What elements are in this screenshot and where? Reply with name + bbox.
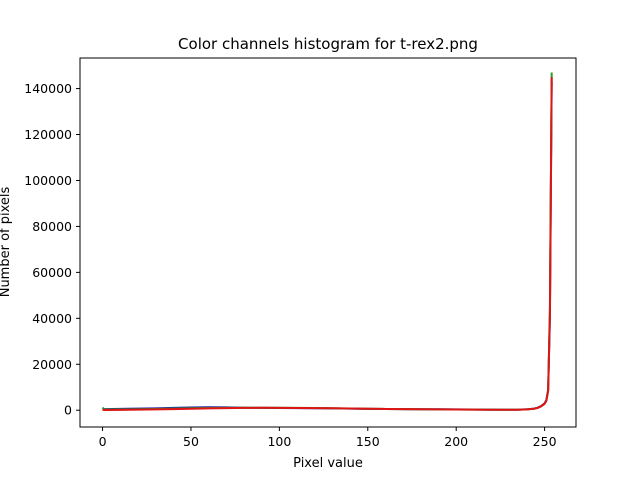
x-axis: 0 50 100 150 200 250	[99, 427, 557, 449]
x-tick-label-0: 0	[99, 434, 107, 449]
y-tick-label-4: 80000	[32, 219, 72, 234]
y-tick-label-2: 40000	[32, 311, 72, 326]
y-tick-label-5: 100000	[24, 173, 72, 188]
x-axis-label: Pixel value	[293, 456, 363, 471]
x-tick-label-3: 150	[356, 434, 380, 449]
y-tick-label-3: 60000	[32, 265, 72, 280]
y-tick-label-7: 140000	[24, 81, 72, 96]
chart-title: Color channels histogram for t-rex2.png	[178, 35, 478, 53]
y-tick-label-6: 120000	[24, 127, 72, 142]
y-axis: 0 20000 40000 60000 80000 100000 120000 140000	[24, 81, 80, 418]
x-tick-label-1: 50	[183, 434, 199, 449]
x-tick-label-5: 250	[533, 434, 557, 449]
series-line-0	[102, 81, 553, 411]
plot-frame	[79, 57, 577, 428]
series-line-1	[101, 72, 553, 411]
x-tick-label-2: 100	[267, 434, 291, 449]
y-tick-label-1: 20000	[32, 357, 72, 372]
y-tick-label-0: 0	[64, 403, 72, 418]
series-line-2	[102, 77, 553, 411]
plot-lines	[101, 72, 553, 411]
y-axis-label: Number of pixels	[0, 186, 13, 297]
x-tick-label-4: 200	[444, 434, 468, 449]
